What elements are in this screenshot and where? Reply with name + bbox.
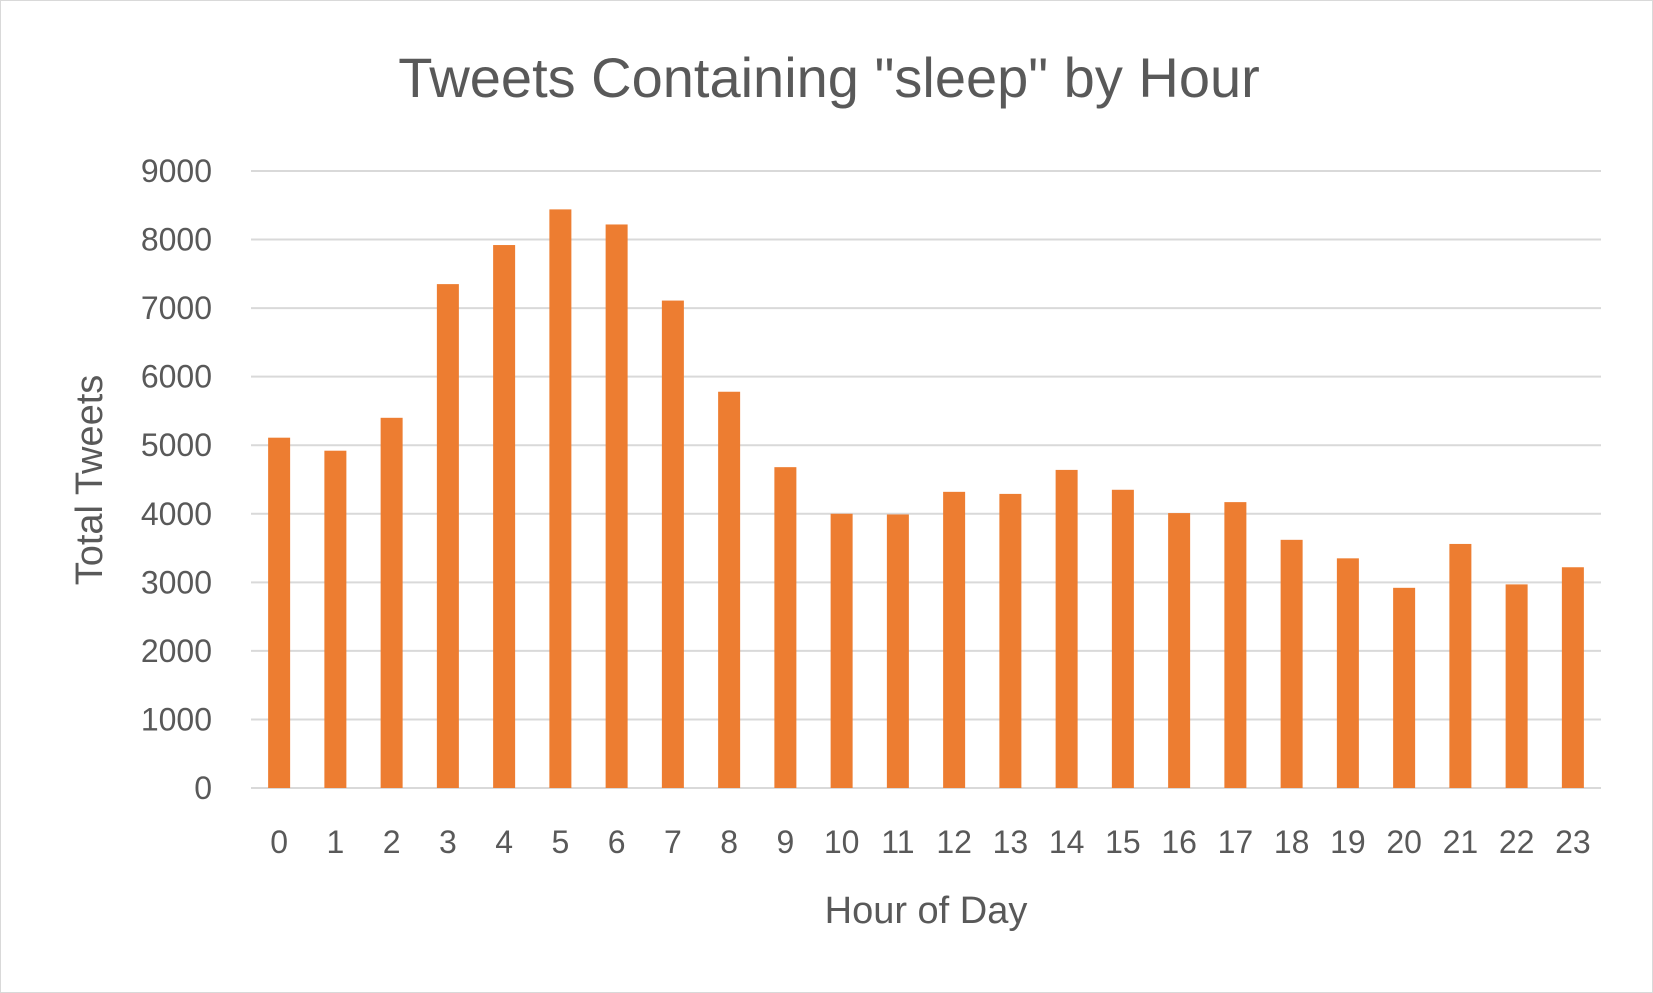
x-tick-label: 10 [824, 824, 860, 860]
x-tick-label: 12 [936, 824, 972, 860]
x-tick-label: 14 [1049, 824, 1085, 860]
x-tick-label: 15 [1105, 824, 1141, 860]
bar [1561, 567, 1584, 788]
bar [774, 467, 797, 788]
bar [605, 224, 628, 788]
y-tick-label: 1000 [141, 701, 212, 737]
bar [1055, 469, 1078, 788]
y-tick-label: 3000 [141, 564, 212, 600]
x-axis-title: Hour of Day [825, 890, 1028, 932]
x-tick-label: 9 [776, 824, 794, 860]
y-tick-label: 7000 [141, 290, 212, 326]
y-axis-tick-labels: 0 1000 2000 3000 4000 5000 6000 7000 8000 9000 [141, 153, 212, 806]
bar [1111, 489, 1134, 788]
x-tick-label: 5 [551, 824, 569, 860]
x-axis-tick-labels: 0 1 2 3 4 5 6 7 8 9 10 11 12 13 14 15 16 17 18 19 20 21 22 23 [270, 824, 1590, 860]
bar [380, 417, 403, 788]
x-tick-label: 7 [664, 824, 682, 860]
bar [1449, 543, 1472, 788]
bar [1393, 587, 1416, 788]
x-tick-label: 4 [495, 824, 513, 860]
x-tick-label: 17 [1218, 824, 1254, 860]
y-tick-label: 9000 [141, 153, 212, 189]
bar [268, 437, 291, 788]
bar [1224, 502, 1247, 788]
x-tick-label: 2 [383, 824, 401, 860]
x-tick-label: 20 [1386, 824, 1422, 860]
bar [718, 391, 741, 788]
x-tick-label: 8 [720, 824, 738, 860]
y-tick-label: 2000 [141, 633, 212, 669]
bar [1336, 558, 1359, 788]
bar [493, 245, 516, 789]
bar [549, 209, 572, 788]
y-tick-label: 5000 [141, 427, 212, 463]
bar [661, 300, 684, 788]
chart-title: Tweets Containing "sleep" by Hour [398, 46, 1260, 109]
x-tick-label: 21 [1443, 824, 1479, 860]
y-tick-label: 8000 [141, 222, 212, 258]
gridlines [251, 170, 1601, 789]
x-tick-label: 23 [1555, 824, 1591, 860]
x-tick-label: 11 [881, 824, 914, 860]
bar [1168, 513, 1191, 788]
bar [886, 514, 909, 788]
x-tick-label: 3 [439, 824, 457, 860]
x-tick-label: 1 [326, 824, 344, 860]
bar [1280, 539, 1303, 788]
y-tick-label: 0 [194, 770, 212, 806]
bar [324, 450, 347, 788]
y-tick-label: 4000 [141, 496, 212, 532]
bar [1505, 584, 1528, 788]
bar [943, 491, 966, 788]
y-axis-title: Total Tweets [69, 375, 111, 586]
x-tick-label: 18 [1274, 824, 1310, 860]
x-tick-label: 0 [270, 824, 288, 860]
bar [999, 493, 1022, 788]
bar [436, 284, 459, 788]
bar [830, 513, 853, 788]
x-tick-label: 16 [1161, 824, 1197, 860]
x-tick-label: 22 [1499, 824, 1535, 860]
y-tick-label: 6000 [141, 359, 212, 395]
x-tick-label: 19 [1330, 824, 1366, 860]
x-tick-label: 13 [993, 824, 1029, 860]
x-tick-label: 6 [608, 824, 626, 860]
bars [268, 209, 1584, 789]
